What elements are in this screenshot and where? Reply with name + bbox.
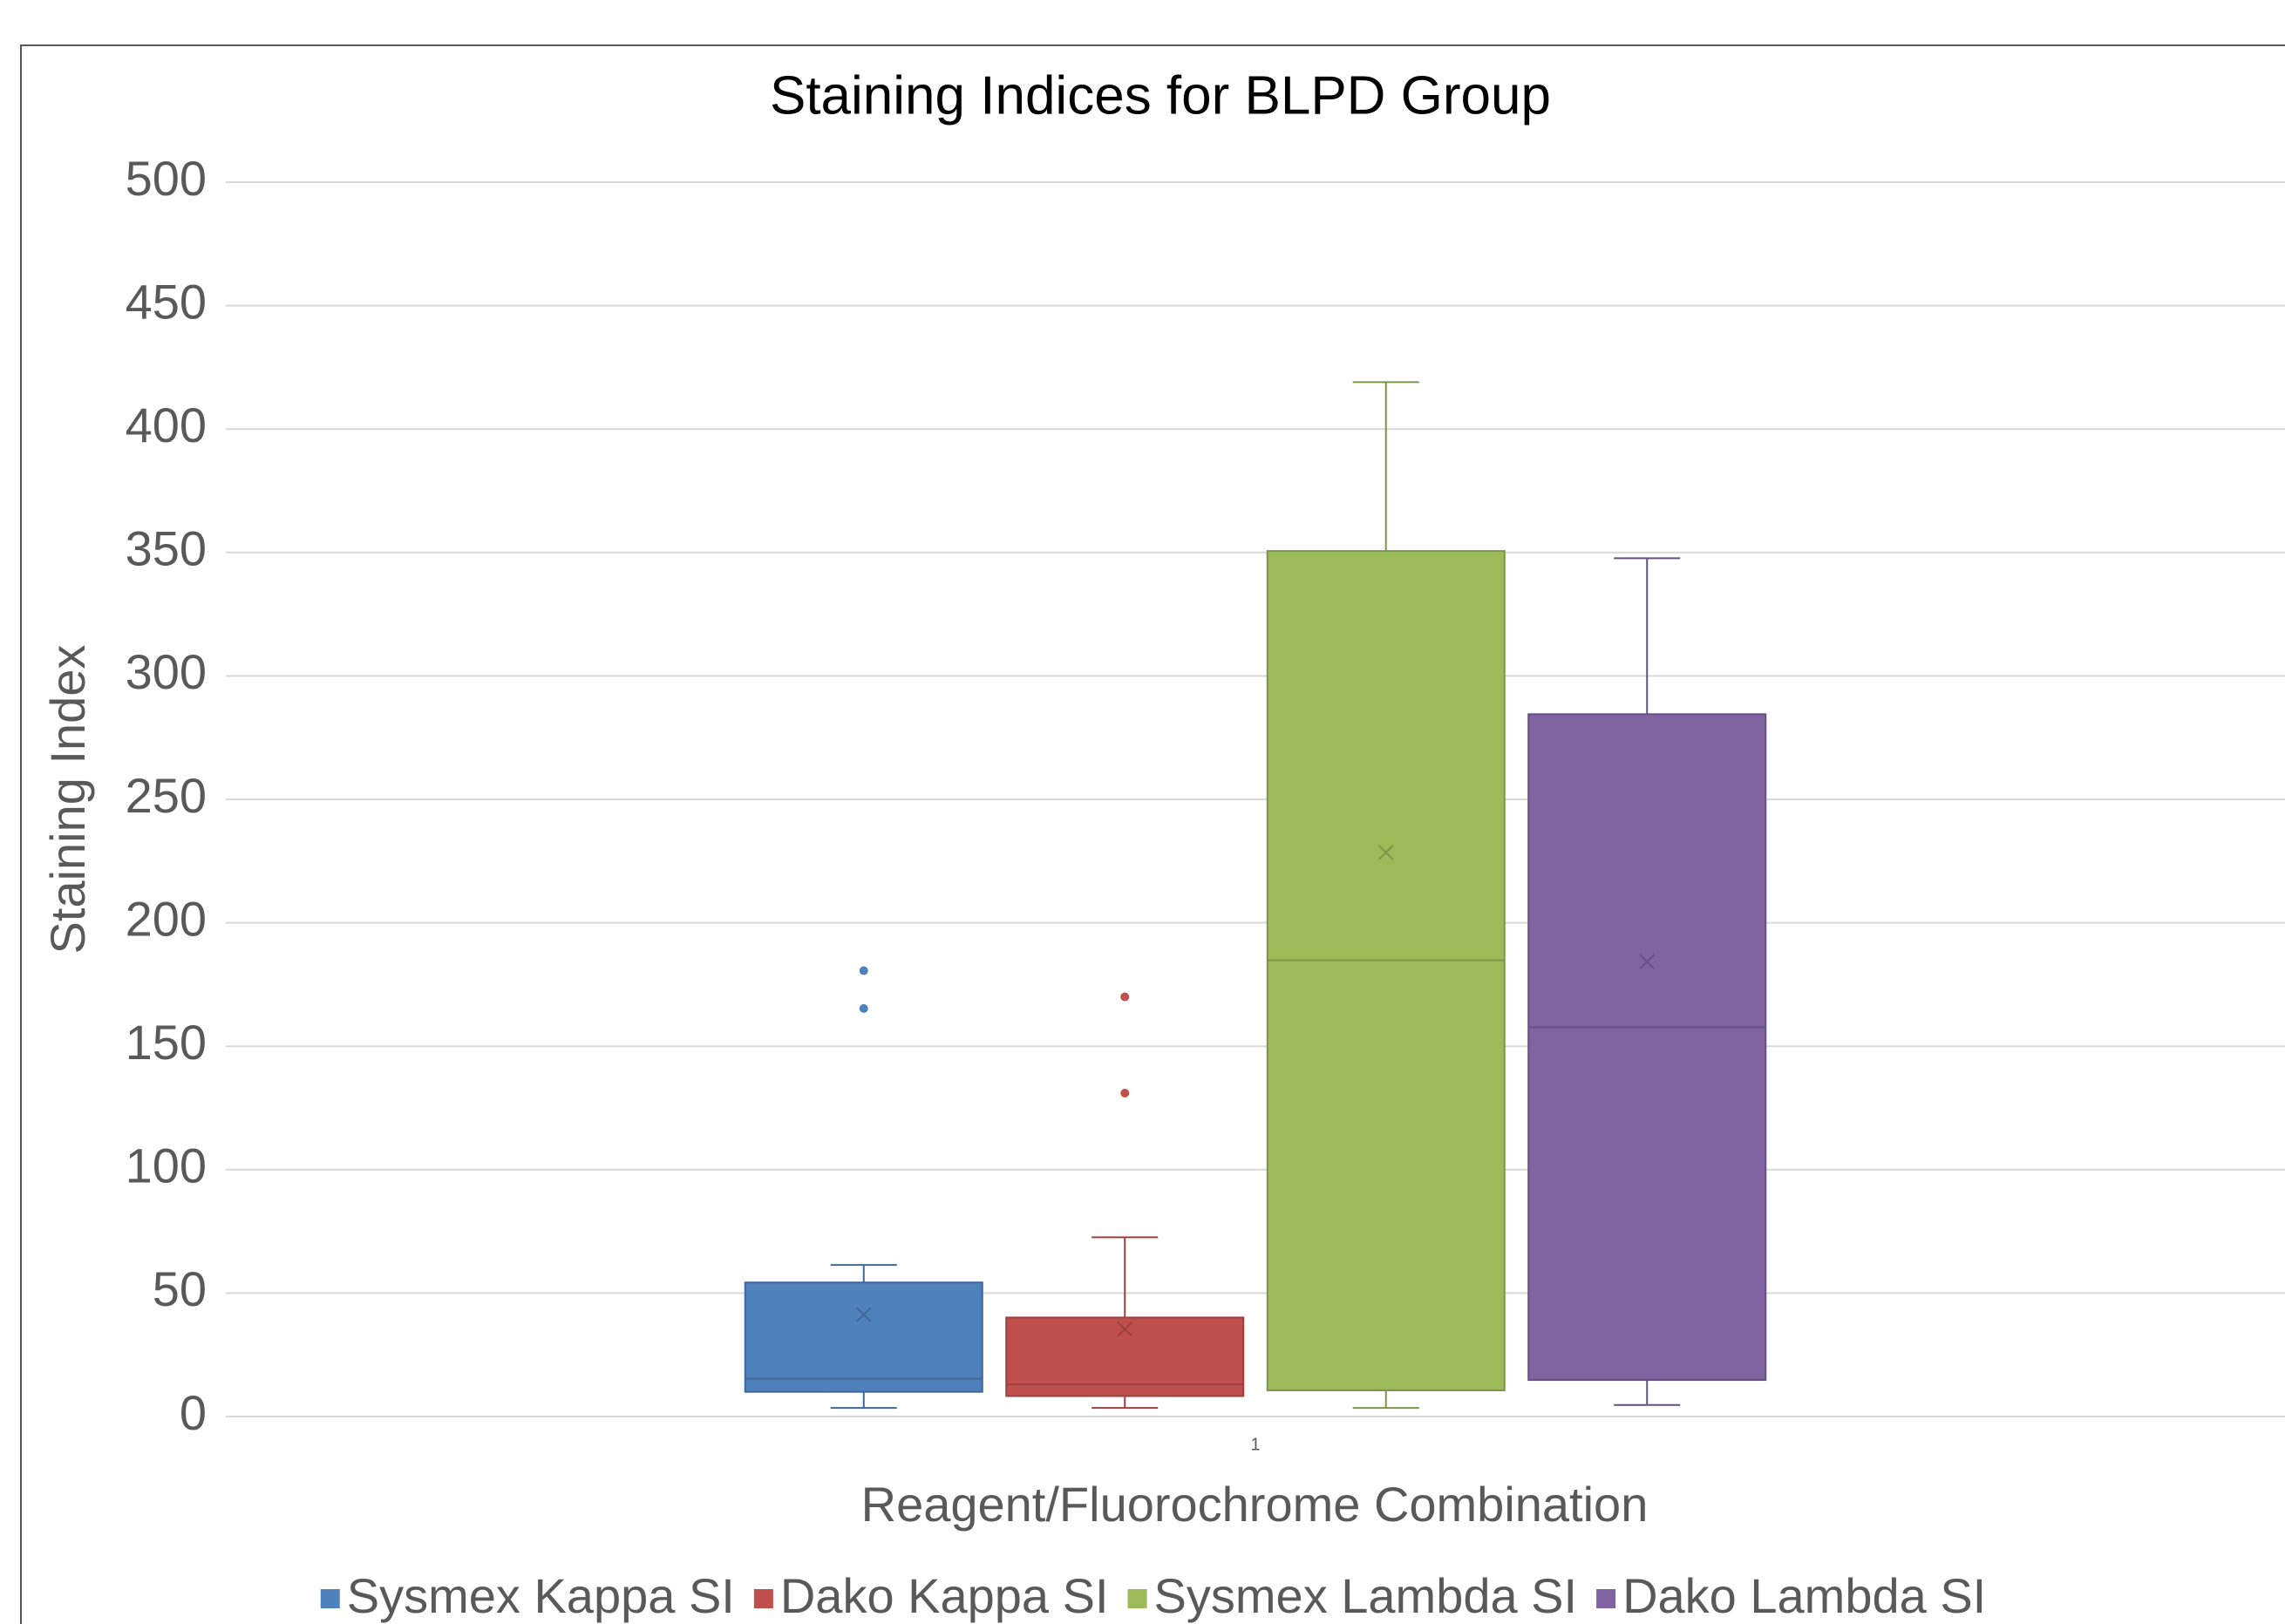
- legend-label: Dako Kappa SI: [780, 1568, 1109, 1623]
- outlier: [859, 1003, 868, 1013]
- x-tick-label: 1: [1250, 1435, 1260, 1454]
- box: [744, 1281, 983, 1393]
- mean-marker: [1117, 1322, 1132, 1337]
- outlier: [1120, 992, 1130, 1002]
- y-tick-label: 50: [153, 1261, 207, 1316]
- y-tick-label: 250: [126, 768, 207, 823]
- y-tick-label: 350: [126, 521, 207, 576]
- y-tick-label: 500: [126, 151, 207, 206]
- x-axis-title: Reagent/Fluorochrome Combination: [861, 1477, 1649, 1532]
- box: [1527, 713, 1767, 1382]
- y-tick-label: 200: [126, 891, 207, 946]
- y-tick-label: 450: [126, 274, 207, 329]
- box: [1005, 1316, 1245, 1397]
- legend-label: Sysmex Kappa SI: [347, 1568, 735, 1623]
- box: [1266, 550, 1506, 1391]
- legend-swatch: [1596, 1589, 1616, 1608]
- chart-title: Staining Indices for BLPD Group: [770, 65, 1551, 126]
- y-tick-label: 150: [126, 1015, 207, 1070]
- legend-label: Dako Lambda SI: [1622, 1568, 1986, 1623]
- y-tick-label: 400: [126, 398, 207, 452]
- mean-marker: [856, 1307, 872, 1322]
- legend-swatch: [753, 1589, 773, 1608]
- legend-swatch: [1127, 1589, 1147, 1608]
- mean-marker: [1639, 954, 1655, 970]
- y-tick-label: 100: [126, 1138, 207, 1193]
- mean-marker: [1378, 845, 1394, 860]
- legend-swatch: [320, 1589, 340, 1608]
- y-tick-label: 300: [126, 644, 207, 699]
- y-axis-title: Staining Index: [40, 645, 95, 955]
- y-tick-label: 0: [180, 1385, 207, 1440]
- outlier: [1120, 1089, 1130, 1098]
- legend-label: Sysmex Lambda SI: [1154, 1568, 1578, 1623]
- outlier: [859, 966, 868, 975]
